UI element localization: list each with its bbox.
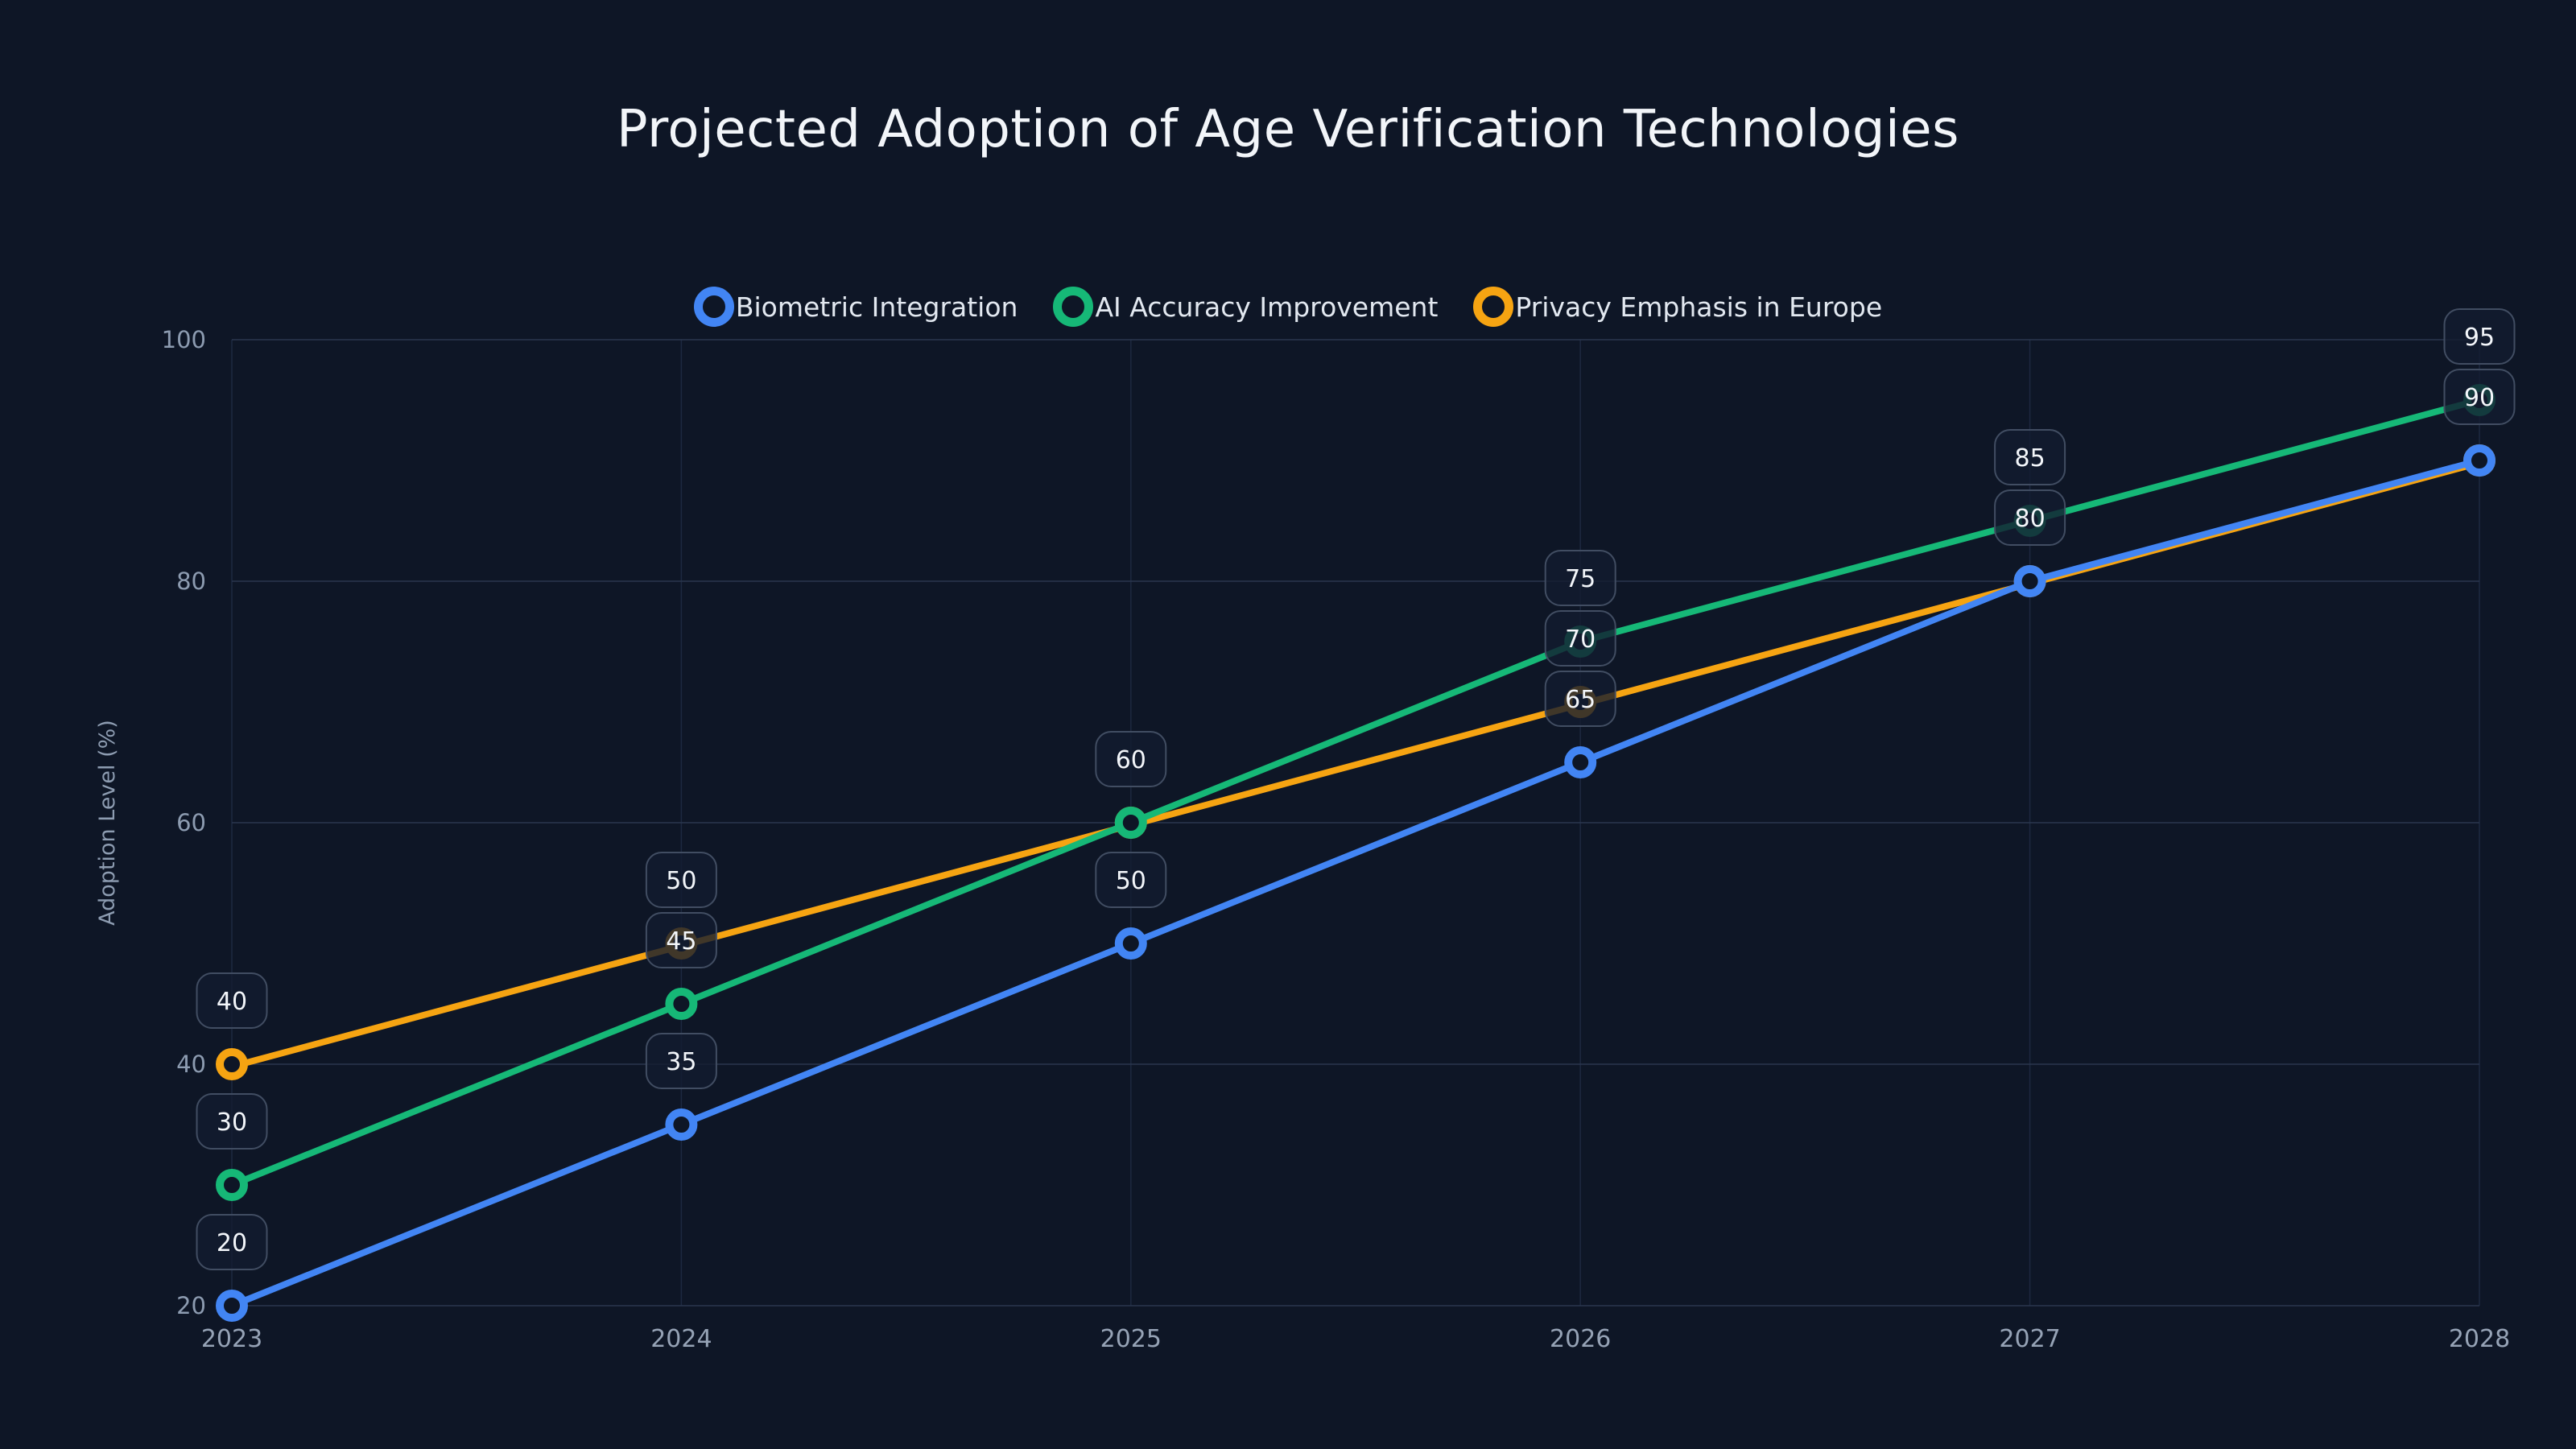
- y-tick-label: 100: [162, 326, 206, 353]
- point-value-badge-text: 80: [2015, 505, 2046, 533]
- point-value-badge-box: [2443, 308, 2516, 365]
- point-value-badge-box: [196, 1214, 268, 1270]
- point-value-badge-text: 70: [1565, 625, 1596, 654]
- point-value-badge-text: 20: [217, 1229, 247, 1257]
- point-value-badge-box: [2443, 369, 2516, 425]
- legend-item-ai-accuracy-improvement[interactable]: AI Accuracy Improvement: [1053, 287, 1438, 327]
- x-tick-label: 2028: [2449, 1325, 2510, 1353]
- point-value-badge-text: 60: [1116, 746, 1146, 774]
- point-value-badge-text: 35: [666, 1048, 696, 1076]
- point-value-badge-text: 65: [1565, 686, 1596, 714]
- point-value-badge-box: [1544, 610, 1616, 667]
- point-value-badge-text: 90: [2464, 384, 2495, 412]
- point-value-badge-box: [1095, 731, 1167, 787]
- point-value-badge-box: [645, 1033, 717, 1089]
- point-value-badge: 65: [1544, 671, 1616, 727]
- point-value-badge: 70: [1544, 610, 1616, 667]
- data-point-marker[interactable]: [2013, 565, 2046, 597]
- x-tick-label: 2026: [1550, 1325, 1611, 1353]
- data-point-marker[interactable]: [1564, 746, 1597, 778]
- point-value-badge-box: [645, 852, 717, 908]
- point-value-badge-text: 85: [2015, 444, 2046, 473]
- legend-item-label: AI Accuracy Improvement: [1095, 291, 1439, 323]
- point-value-badge: 95: [2443, 308, 2516, 365]
- data-point-marker[interactable]: [216, 1290, 248, 1322]
- x-tick-label: 2024: [650, 1325, 712, 1353]
- series-line-biometric-integration: [229, 457, 2483, 1309]
- point-value-badge-box: [1544, 671, 1616, 727]
- legend-item-label: Biometric Integration: [735, 291, 1018, 323]
- legend-ring-icon: [693, 287, 734, 327]
- point-value-badge-box: [645, 912, 717, 968]
- data-point-marker[interactable]: [665, 988, 698, 1020]
- legend-item-label: Privacy Emphasis in Europe: [1515, 291, 1883, 323]
- point-value-badge: 40: [196, 972, 268, 1029]
- point-value-badge: 50: [1095, 852, 1167, 908]
- point-value-badge: 90: [2443, 369, 2516, 425]
- y-tick-label: 80: [176, 568, 206, 595]
- point-value-badge: 30: [196, 1093, 268, 1150]
- point-value-badge-text: 40: [217, 988, 247, 1016]
- y-axis-title: Adoption Level (%): [95, 720, 120, 926]
- point-value-badge-text: 50: [666, 867, 696, 895]
- legend-ring-icon: [1473, 287, 1514, 327]
- y-tick-label: 60: [176, 809, 206, 836]
- point-value-badge: 35: [645, 1033, 717, 1089]
- point-value-badge: 60: [1095, 731, 1167, 787]
- point-value-badge: 85: [1994, 429, 2066, 485]
- y-tick-label: 20: [176, 1292, 206, 1319]
- x-tick-label: 2027: [1999, 1325, 2060, 1353]
- point-value-badge-text: 50: [1116, 867, 1146, 895]
- x-tick-label: 2023: [201, 1325, 262, 1353]
- point-value-badge-box: [1544, 550, 1616, 606]
- point-value-badge-text: 95: [2464, 324, 2495, 352]
- point-value-badge: 75: [1544, 550, 1616, 606]
- data-point-marker[interactable]: [2463, 444, 2496, 477]
- point-value-badge: 45: [645, 912, 717, 968]
- y-tick-label: 40: [176, 1051, 206, 1078]
- point-value-badge-box: [1095, 852, 1167, 908]
- point-value-badge-box: [1994, 429, 2066, 485]
- legend-item-privacy-emphasis-in-europe[interactable]: Privacy Emphasis in Europe: [1473, 287, 1882, 327]
- chart-title: Projected Adoption of Age Verification T…: [616, 100, 1960, 159]
- point-value-badge: 80: [1994, 489, 2066, 546]
- data-point-marker[interactable]: [1114, 807, 1147, 839]
- legend-item-biometric-integration[interactable]: Biometric Integration: [693, 287, 1018, 327]
- point-value-badge: 20: [196, 1214, 268, 1270]
- data-point-marker[interactable]: [216, 1048, 248, 1080]
- point-value-badge-box: [196, 1093, 268, 1150]
- point-value-badge-text: 45: [666, 927, 696, 956]
- point-value-badge: 50: [645, 852, 717, 908]
- series-line-ai-accuracy-improvement: [229, 397, 2483, 1188]
- point-value-badge-text: 30: [217, 1108, 247, 1137]
- point-value-badge-text: 75: [1565, 565, 1596, 593]
- legend-ring-icon: [1053, 287, 1094, 327]
- x-tick-label: 2025: [1100, 1325, 1162, 1353]
- data-point-marker[interactable]: [1114, 927, 1147, 960]
- point-value-badge-box: [1994, 489, 2066, 546]
- data-point-marker[interactable]: [665, 1108, 698, 1141]
- data-point-marker[interactable]: [216, 1169, 248, 1201]
- point-value-badge-box: [196, 972, 268, 1029]
- chart-legend: Biometric Integration AI Accuracy Improve…: [0, 287, 2576, 327]
